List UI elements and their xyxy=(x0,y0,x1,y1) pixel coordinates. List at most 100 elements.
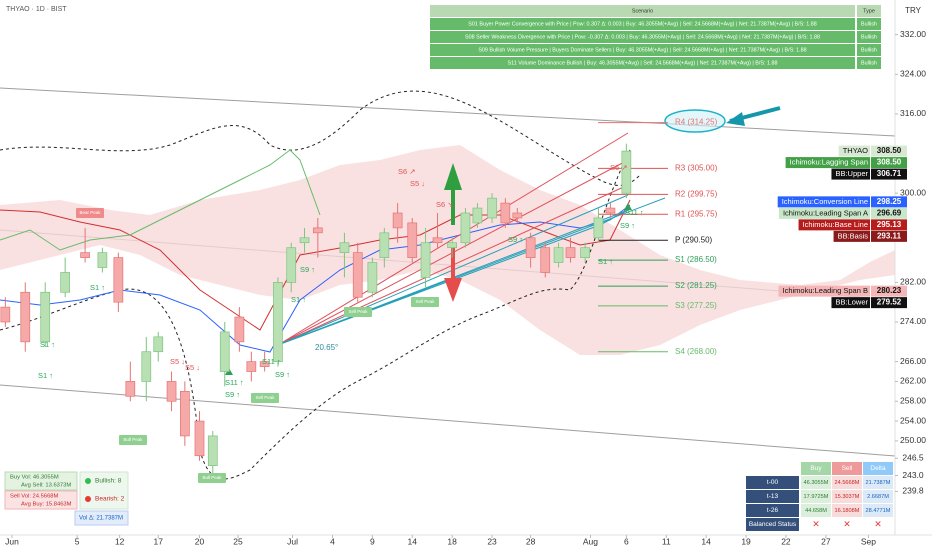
price-label-value: 298.25 xyxy=(877,197,902,206)
x-tick-label: 9 xyxy=(370,536,375,546)
x-tick-label: 19 xyxy=(741,536,751,546)
flow-cell xyxy=(801,504,831,517)
candle-body xyxy=(432,237,443,244)
candle-body xyxy=(60,272,71,293)
highlight-ellipse xyxy=(664,109,726,133)
flow-cell xyxy=(832,504,862,517)
flow-cell xyxy=(801,476,831,489)
candle-body xyxy=(460,212,471,244)
scenario-cell xyxy=(430,18,855,30)
flow-cell xyxy=(863,518,893,531)
peak-label: Bear Peak xyxy=(79,210,101,215)
type-cell xyxy=(857,31,881,43)
signal-label: S1 ↑ xyxy=(38,371,53,380)
channel-line xyxy=(0,384,896,457)
scenario-text: S08 Seller Weakness Divergence with Pric… xyxy=(465,34,820,40)
type-cell xyxy=(857,57,881,69)
candle-body xyxy=(367,262,378,293)
peak-label: Sell Peak xyxy=(255,395,275,400)
candle-body xyxy=(194,420,205,457)
flow-row-label: t-00 xyxy=(767,479,779,486)
flow-cell-text: ✕ xyxy=(843,519,851,529)
candle-body xyxy=(219,331,230,372)
pivot-label: R4 (314.25) xyxy=(675,118,718,127)
candle-body xyxy=(20,291,31,343)
candle-body xyxy=(487,197,497,219)
table-header xyxy=(430,5,855,17)
up-arrow-head xyxy=(444,163,462,190)
candle-body xyxy=(80,252,90,258)
table-header xyxy=(857,5,881,17)
buy-box xyxy=(4,471,78,491)
pointer-arrow-head xyxy=(726,112,745,126)
x-tick-label: 25 xyxy=(233,536,243,546)
flow-cell-text: 21.7387M xyxy=(866,480,891,486)
flow-cell xyxy=(832,518,862,531)
x-tick-label: 12 xyxy=(115,536,125,546)
price-label-name: Ichimoku:Lagging Span xyxy=(790,158,868,167)
signal-label: S6 ↗ xyxy=(398,167,416,176)
ichimoku-cloud xyxy=(0,145,895,355)
price-label-name-box xyxy=(838,145,870,157)
price-label-box xyxy=(871,285,907,297)
scenario-cell xyxy=(430,31,855,43)
pivot-label: S4 (268.00) xyxy=(675,347,717,356)
scenario-text: S11 Volume Dominance Bullish | Buy: 46.3… xyxy=(508,60,778,66)
symbol-title: THYAO · 1D · BIST xyxy=(6,6,67,13)
candle-body xyxy=(580,247,590,258)
flow-cell-text: 2.6687M xyxy=(867,494,889,500)
price-label-value: 295.13 xyxy=(877,220,902,229)
candle-body xyxy=(40,291,51,343)
signal-label: S11 ↑ xyxy=(225,378,244,387)
candle-body xyxy=(447,242,458,249)
summary-text: Avg Buy: 15.8463M xyxy=(21,502,72,508)
x-tick-label: 18 xyxy=(447,536,457,546)
flow-header-text: Delta xyxy=(870,465,886,472)
bearish-dot xyxy=(85,496,91,502)
y-tick-label: 316.00 xyxy=(900,108,926,118)
signal-label: S1 ↑ xyxy=(291,295,306,304)
candle-body xyxy=(565,247,576,258)
summary-text: Buy Vol: 46.3055M xyxy=(10,475,59,481)
x-tick-label: Aug xyxy=(583,536,598,546)
flow-header xyxy=(832,462,862,475)
y-tick-label: 266.00 xyxy=(900,356,926,366)
summary-text: Bullish: 8 xyxy=(95,478,122,485)
flow-cell-text: 24.5668M xyxy=(835,480,860,486)
x-tick-label: 28 xyxy=(526,536,536,546)
candle-body xyxy=(259,361,270,367)
peak-box xyxy=(344,307,372,317)
y-tick-label: 239.8 xyxy=(902,486,924,496)
peak-box xyxy=(251,393,279,403)
price-label-name-box xyxy=(778,285,870,297)
flow-cell xyxy=(832,476,862,489)
signal-label: S5 ↓ xyxy=(170,357,185,366)
candle-body xyxy=(246,361,257,372)
table-header-text: Type xyxy=(863,8,875,14)
signal-label: S5 ↓ xyxy=(185,363,200,372)
pivot-label: S1 (286.50) xyxy=(675,255,717,264)
summary-text: Sell Vol: 24.5668M xyxy=(10,494,59,500)
peak-label: Sell Peak xyxy=(348,309,368,314)
price-label-value: 279.52 xyxy=(877,298,902,307)
price-label-name-box xyxy=(777,196,870,208)
y-tick-label: 254.00 xyxy=(900,415,926,425)
x-tick-label: 6 xyxy=(624,536,629,546)
x-tick-label: 11 xyxy=(662,536,671,546)
candle-body xyxy=(525,237,536,258)
flow-cell-text: 17.9725M xyxy=(804,494,829,500)
pivot-label: R2 (299.75) xyxy=(675,190,718,199)
signal-label: S9 ↑ xyxy=(300,265,315,274)
flow-row-label-box xyxy=(746,476,799,489)
currency: TRY xyxy=(905,6,922,15)
flow-cell-text: 44.658M xyxy=(805,508,827,514)
y-tick-label: 246.5 xyxy=(902,452,924,462)
candle-body xyxy=(605,207,616,214)
signal-label: S9 ↑ xyxy=(225,390,240,399)
candle-body xyxy=(207,435,218,466)
lagging-span xyxy=(0,149,321,251)
angle-label: 20.65° xyxy=(315,343,338,352)
peak-box xyxy=(198,473,226,483)
